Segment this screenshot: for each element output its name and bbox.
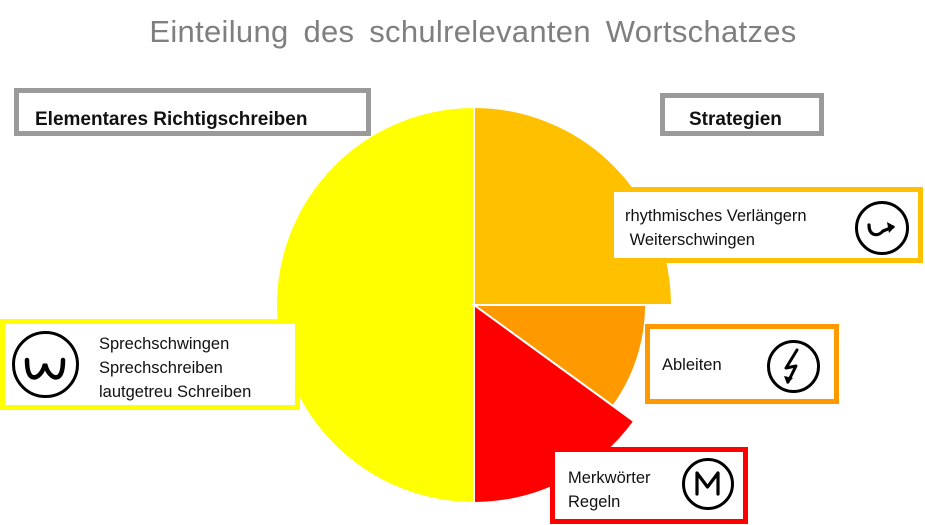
page-title: Einteilung des schulrelevanten Wortschat… — [149, 14, 797, 49]
w-swing-icon — [12, 331, 79, 398]
label-line: Ableiten — [662, 356, 722, 374]
label-line: Sprechschwingen — [99, 335, 230, 353]
label-line: Merkwörter — [568, 469, 651, 487]
label-line: lautgetreu Schreiben — [99, 383, 252, 401]
label-line: Weiterschwingen — [625, 231, 755, 249]
header-elementary-spelling: Elementares Richtigschreiben — [14, 88, 371, 136]
label-line: Regeln — [568, 493, 621, 511]
header-strategies: Strategien — [660, 93, 824, 136]
pie-slice-speech-swing — [275, 105, 475, 505]
m-letter-icon — [682, 458, 734, 510]
lightning-icon — [767, 340, 820, 393]
label-line: rhythmisches Verlängern — [625, 207, 807, 225]
pie-slice-derive — [470, 304, 648, 408]
label-line: Sprechschreiben — [99, 359, 223, 377]
curved-arrow-icon — [855, 201, 909, 255]
